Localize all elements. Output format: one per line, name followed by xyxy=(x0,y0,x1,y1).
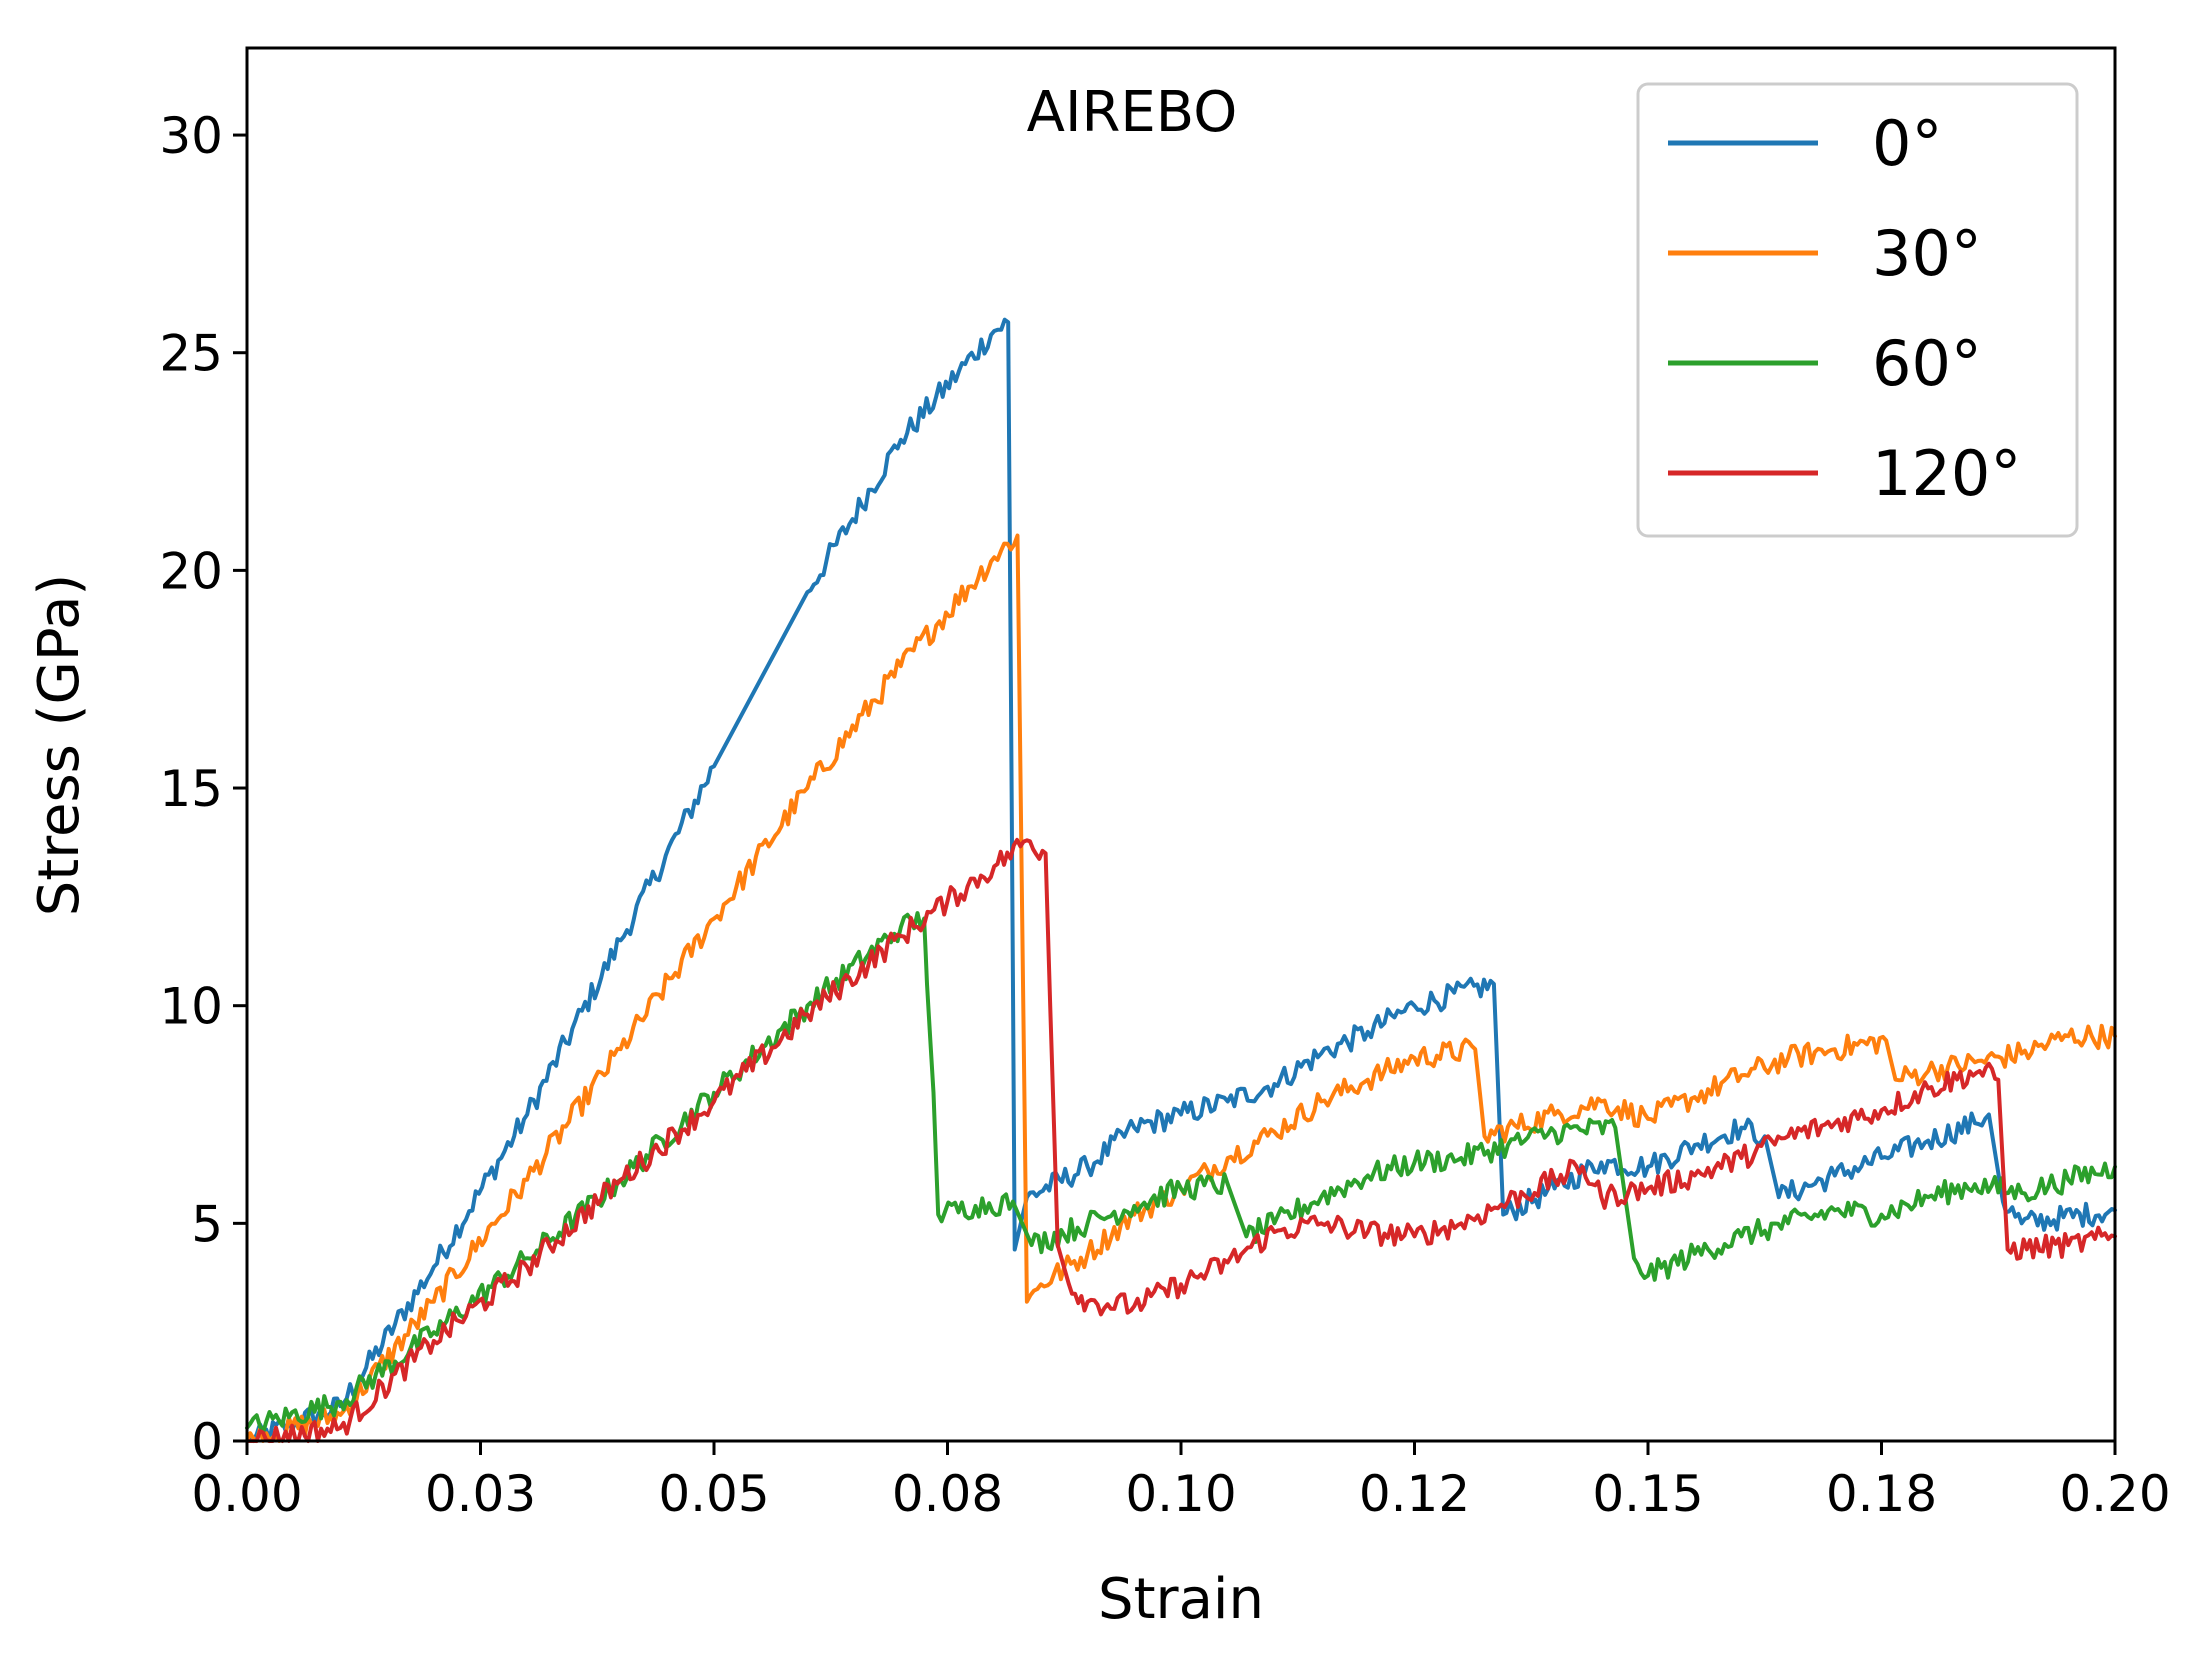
y-axis-title: Stress (GPa) xyxy=(27,574,92,917)
x-tick-label: 0.15 xyxy=(1592,1465,1703,1523)
x-axis-title: Strain xyxy=(1098,1567,1264,1632)
x-tick-label: 0.12 xyxy=(1359,1465,1470,1523)
series-line-3 xyxy=(245,837,2117,1443)
x-tick-label: 0.05 xyxy=(658,1465,769,1523)
legend-box xyxy=(1636,82,2079,538)
y-axis: 0 5 10 15 20 25 30 xyxy=(159,107,247,1471)
y-tick-label: 30 xyxy=(159,107,223,165)
x-tick-label: 0.03 xyxy=(425,1465,536,1523)
legend-label-1: 30° xyxy=(1872,217,1982,290)
y-tick-label: 0 xyxy=(191,1413,223,1471)
legend-label-3: 120° xyxy=(1872,437,2021,510)
x-axis: 0.00 0.03 0.05 0.08 0.10 0.12 0.15 0.18 0.20 xyxy=(191,1441,2171,1523)
x-tick-label: 0.18 xyxy=(1826,1465,1937,1523)
series-line-2 xyxy=(245,911,2117,1435)
y-tick-label: 25 xyxy=(159,325,223,383)
legend-label-2: 60° xyxy=(1872,327,1982,400)
y-tick-label: 5 xyxy=(191,1195,223,1253)
y-tick-label: 10 xyxy=(159,978,223,1036)
x-tick-label: 0.08 xyxy=(892,1465,1003,1523)
x-tick-label: 0.00 xyxy=(191,1465,302,1523)
series-layer xyxy=(245,317,2117,1443)
series-line-0 xyxy=(245,317,2117,1443)
x-tick-label: 0.10 xyxy=(1125,1465,1236,1523)
y-tick-label: 15 xyxy=(159,760,223,818)
x-tick-label: 0.20 xyxy=(2059,1465,2170,1523)
legend-label-0: 0° xyxy=(1872,107,1942,180)
chart-title: AIREBO xyxy=(1027,80,1238,145)
y-tick-label: 20 xyxy=(159,542,223,600)
legend: 0° 30° 60° 120° xyxy=(1636,82,2079,538)
